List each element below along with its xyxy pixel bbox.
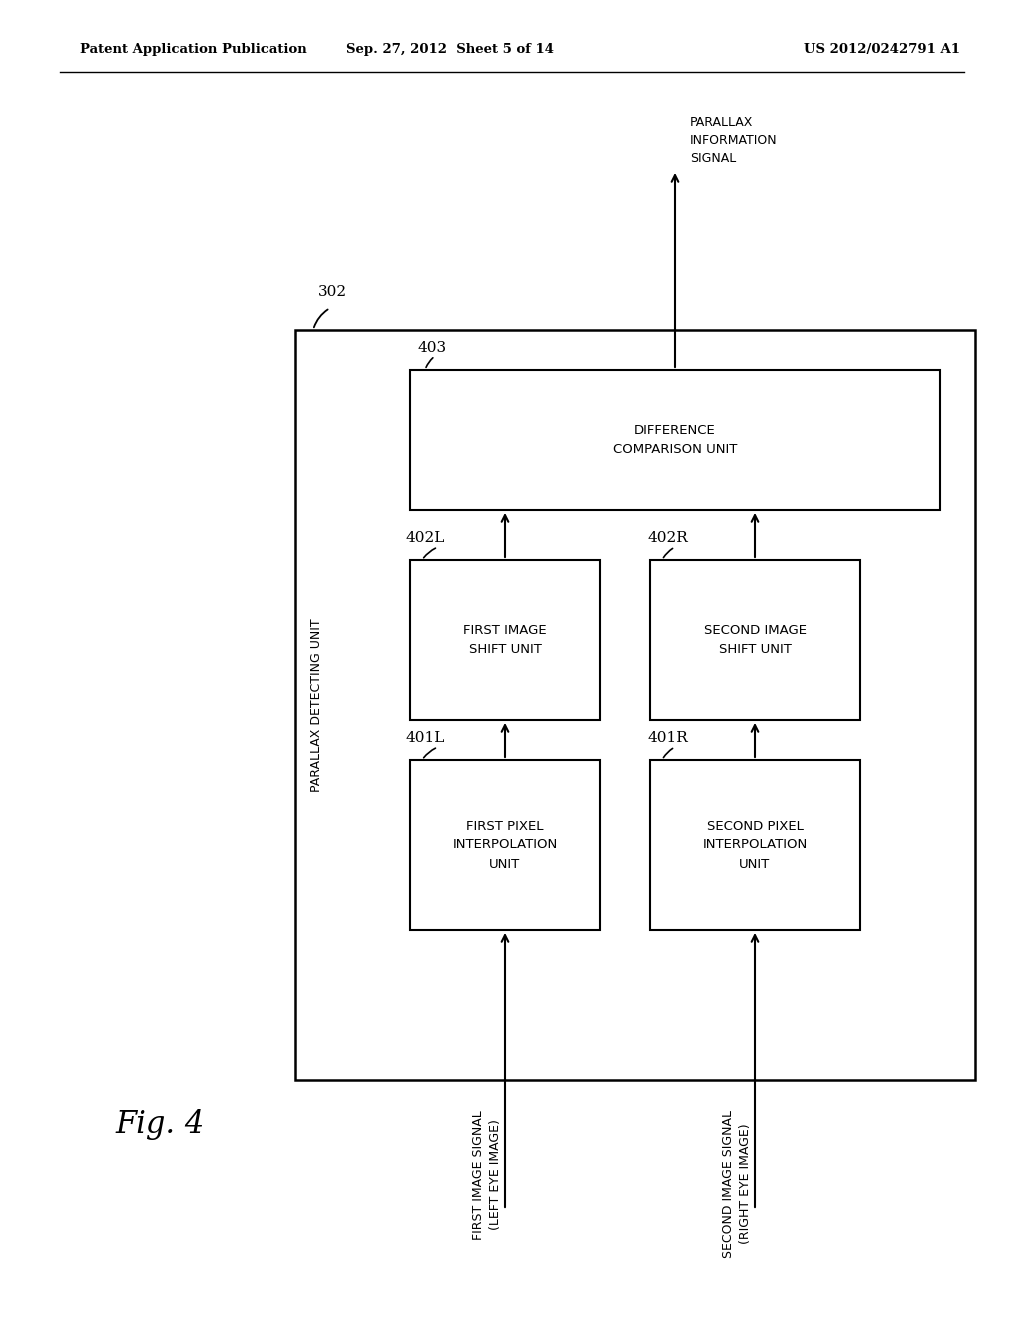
FancyBboxPatch shape xyxy=(650,560,860,719)
Text: 402R: 402R xyxy=(648,531,689,545)
Text: SECOND IMAGE SIGNAL
(RIGHT EYE IMAGE): SECOND IMAGE SIGNAL (RIGHT EYE IMAGE) xyxy=(722,1110,753,1258)
Text: 302: 302 xyxy=(318,285,347,300)
Text: FIRST IMAGE SIGNAL
(LEFT EYE IMAGE): FIRST IMAGE SIGNAL (LEFT EYE IMAGE) xyxy=(471,1110,503,1239)
Text: 403: 403 xyxy=(418,341,447,355)
Text: US 2012/0242791 A1: US 2012/0242791 A1 xyxy=(804,44,961,57)
Text: Sep. 27, 2012  Sheet 5 of 14: Sep. 27, 2012 Sheet 5 of 14 xyxy=(346,44,554,57)
Text: SECOND IMAGE
SHIFT UNIT: SECOND IMAGE SHIFT UNIT xyxy=(703,624,807,656)
Text: Fig. 4: Fig. 4 xyxy=(115,1110,204,1140)
Text: Patent Application Publication: Patent Application Publication xyxy=(80,44,307,57)
Text: DIFFERENCE
COMPARISON UNIT: DIFFERENCE COMPARISON UNIT xyxy=(612,424,737,455)
Text: PARALLAX DETECTING UNIT: PARALLAX DETECTING UNIT xyxy=(310,618,324,792)
Text: SECOND PIXEL
INTERPOLATION
UNIT: SECOND PIXEL INTERPOLATION UNIT xyxy=(702,820,808,870)
Text: 402L: 402L xyxy=(406,531,444,545)
Text: 401R: 401R xyxy=(648,731,689,744)
Text: FIRST IMAGE
SHIFT UNIT: FIRST IMAGE SHIFT UNIT xyxy=(463,624,547,656)
FancyBboxPatch shape xyxy=(410,560,600,719)
FancyBboxPatch shape xyxy=(410,370,940,510)
FancyBboxPatch shape xyxy=(410,760,600,931)
Text: PARALLAX
INFORMATION
SIGNAL: PARALLAX INFORMATION SIGNAL xyxy=(690,116,777,165)
Text: FIRST PIXEL
INTERPOLATION
UNIT: FIRST PIXEL INTERPOLATION UNIT xyxy=(453,820,558,870)
FancyBboxPatch shape xyxy=(295,330,975,1080)
FancyBboxPatch shape xyxy=(650,760,860,931)
Text: 401L: 401L xyxy=(406,731,444,744)
